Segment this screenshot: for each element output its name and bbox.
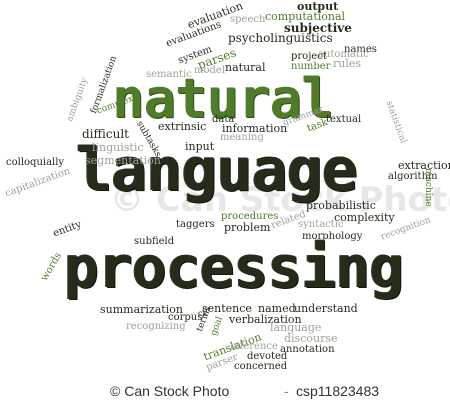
- word-linguistic: linguistic: [92, 141, 144, 154]
- word-capitalization: capitalization: [3, 165, 72, 200]
- word-summarization: summarization: [100, 303, 183, 316]
- word-algorithm: algorithm: [388, 171, 438, 182]
- word-textual: textual: [326, 114, 362, 125]
- word-syntactic: syntactic: [298, 219, 344, 230]
- word-procedures: procedures: [221, 211, 279, 222]
- word-ambiguity: ambiguity: [65, 76, 91, 124]
- word-inference: inference: [230, 341, 278, 352]
- word-segmentation: segmentation: [85, 154, 161, 167]
- word-number: number: [291, 61, 331, 72]
- word-morphology: morphology: [302, 231, 363, 242]
- word-names: names: [344, 44, 377, 55]
- word-output: output: [297, 0, 339, 13]
- word-model: model: [194, 65, 226, 76]
- word-cloud: © Can Stock Photo natural language proce…: [3, 0, 450, 373]
- word-computational: computational: [265, 10, 346, 23]
- word-concerned: concerned: [234, 361, 288, 372]
- word-words: words: [39, 250, 65, 283]
- word-sentence: sentence: [202, 302, 252, 315]
- footer-separator: -: [284, 383, 289, 399]
- word-complexity: complexity: [334, 211, 395, 224]
- word-difficult: difficult: [82, 127, 129, 141]
- word-input: input: [185, 140, 215, 153]
- word-project: project: [291, 51, 327, 62]
- word-recognizing: recognizing: [126, 321, 186, 332]
- word-speech: speech: [230, 14, 266, 25]
- word-named: named: [258, 302, 296, 315]
- word-colloquially: colloquially: [6, 157, 65, 168]
- word-extraction: extraction: [398, 159, 450, 172]
- word-natural-big: natural: [112, 67, 334, 130]
- word-taggers: taggers: [176, 219, 215, 230]
- word-corpus: corpus: [168, 312, 203, 323]
- word-annotation: annotation: [280, 344, 335, 355]
- word-problem: problem: [224, 221, 271, 234]
- word-subfield: subfield: [134, 236, 175, 247]
- word-meaning: meaning: [220, 132, 264, 143]
- word-statistical: statistical: [383, 99, 409, 145]
- word-devoted: devoted: [247, 351, 288, 362]
- word-data: data: [212, 114, 235, 125]
- footer-image-id: csp11823483: [296, 383, 380, 399]
- word-discourse: discourse: [284, 332, 338, 345]
- word-subjective: subjective: [284, 21, 352, 35]
- word-probabilistic: probabilistic: [306, 199, 376, 212]
- footer-credit: © Can Stock Photo: [110, 383, 230, 399]
- word-rules: rules: [333, 57, 362, 70]
- word-machine: machine: [423, 168, 433, 207]
- word-semantic: semantic: [146, 69, 192, 80]
- word-information: information: [222, 122, 288, 135]
- word-verbalization: verbalization: [229, 313, 302, 326]
- word-ck: ck: [198, 309, 208, 318]
- stock-photo-footer: © Can Stock Photo - csp11823483: [0, 380, 450, 401]
- word-language-big: language: [76, 135, 358, 205]
- word-psycholinguistics: psycholinguistics: [228, 31, 333, 45]
- word-processing-big: processing: [64, 233, 404, 301]
- word-goal: goal: [209, 315, 226, 338]
- word-understand: understand: [294, 302, 358, 315]
- word-language-small: language: [270, 321, 322, 334]
- word-automatic: automatic: [318, 49, 369, 60]
- word-natural-small: natural: [225, 61, 266, 74]
- word-extrinsic: extrinsic: [158, 120, 207, 133]
